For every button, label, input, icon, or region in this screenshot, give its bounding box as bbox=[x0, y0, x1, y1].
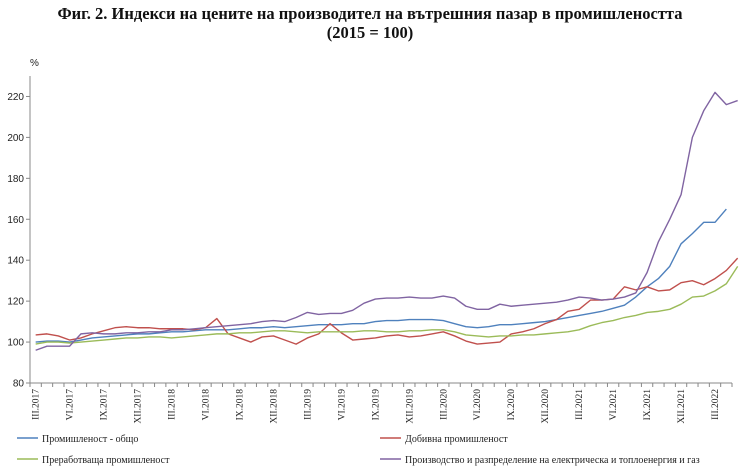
x-tick-label: XII.2017 bbox=[134, 389, 144, 424]
x-tick-label: III.2021 bbox=[575, 389, 585, 420]
series-line-3 bbox=[35, 265, 739, 345]
x-tick-label: IX.2018 bbox=[235, 389, 245, 421]
x-tick-label: IX.2021 bbox=[643, 389, 653, 421]
y-tick-label: 180 bbox=[7, 174, 24, 185]
y-axis-label: % bbox=[30, 58, 39, 69]
legend-label: Производство и разпределение на електрич… bbox=[405, 455, 700, 466]
y-tick-label: 120 bbox=[7, 297, 24, 308]
y-tick-label: 160 bbox=[7, 215, 24, 226]
y-tick-label: 220 bbox=[7, 92, 24, 103]
legend: Промишленост - общо Добивна промишленост П… bbox=[17, 434, 700, 466]
x-tick-label: XII.2021 bbox=[677, 389, 687, 424]
x-tick-label: III.2020 bbox=[439, 389, 449, 420]
x-tick-label: XII.2020 bbox=[541, 389, 551, 424]
chart-title-line1: Фиг. 2. Индекси на цените на производите… bbox=[57, 4, 683, 23]
y-tick-label: 100 bbox=[7, 338, 24, 349]
y-axis: 80 100 120 140 160 180 200 220 bbox=[7, 76, 31, 390]
y-tick-label: 80 bbox=[13, 379, 25, 390]
series-line-4 bbox=[35, 91, 738, 351]
chart-title: Фиг. 2. Индекси на цените на производите… bbox=[0, 4, 740, 42]
x-tick-label: VI.2018 bbox=[202, 389, 212, 421]
y-tick-label: 140 bbox=[7, 256, 24, 267]
x-tick-label: III.2019 bbox=[303, 389, 313, 420]
y-tick-label: 200 bbox=[7, 133, 24, 144]
x-tick-label: XII.2018 bbox=[269, 389, 279, 424]
series-lines bbox=[35, 91, 739, 351]
x-tick-label: III.2022 bbox=[711, 389, 721, 420]
series-line-2 bbox=[35, 257, 739, 345]
x-tick-label: XII.2019 bbox=[405, 389, 415, 424]
chart-title-line2: (2015 = 100) bbox=[326, 23, 414, 42]
x-tick-label: IX.2017 bbox=[100, 389, 110, 421]
x-tick-label: VI.2021 bbox=[609, 389, 619, 421]
x-tick-label: III.2017 bbox=[32, 389, 42, 420]
x-tick-label: IX.2019 bbox=[371, 389, 381, 421]
legend-label: Преработваща промишленост bbox=[42, 455, 170, 466]
series-line-1 bbox=[35, 208, 727, 343]
x-tick-label: VI.2020 bbox=[473, 389, 483, 421]
x-tick-label: VI.2017 bbox=[66, 389, 76, 421]
x-axis: III.2017 VI.2017 IX.2017 XII.2017 III.2018 VI… bbox=[29, 382, 733, 424]
legend-label: Добивна промишленост bbox=[405, 434, 508, 445]
x-tick-label: VI.2019 bbox=[337, 389, 347, 421]
x-tick-label: IX.2020 bbox=[507, 389, 517, 421]
x-tick-label: III.2018 bbox=[168, 389, 178, 420]
legend-label: Промишленост - общо bbox=[42, 434, 138, 445]
